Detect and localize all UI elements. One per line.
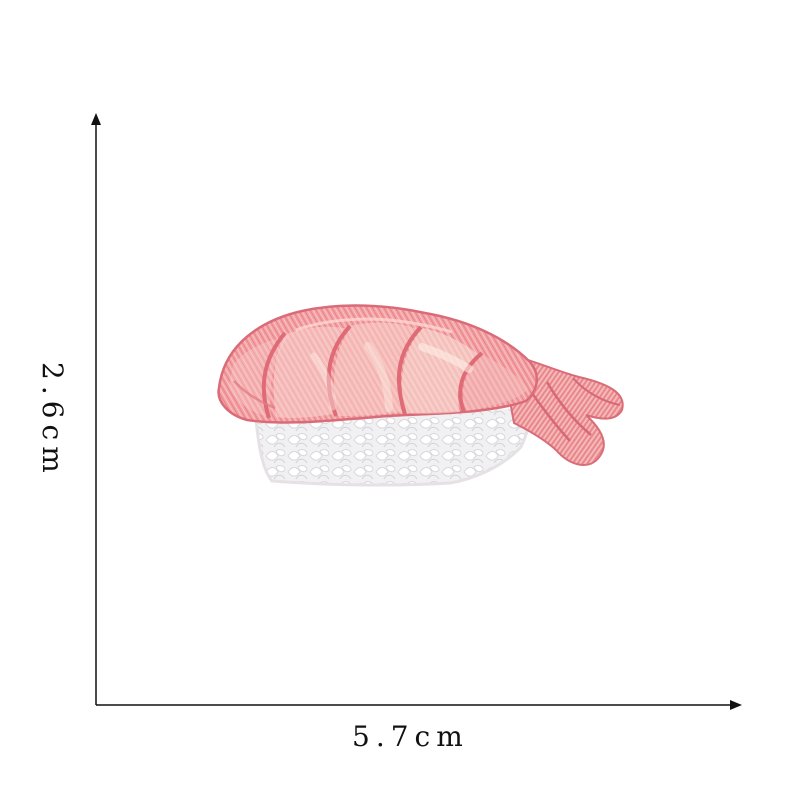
shrimp-body: [217, 304, 538, 424]
dimension-axes: [91, 113, 742, 710]
height-dimension-label: 2.6cm: [36, 362, 69, 479]
width-dimension-label: 5.7cm: [352, 720, 469, 753]
up-arrow-icon: [91, 113, 101, 125]
right-arrow-icon: [730, 700, 742, 710]
shrimp-sushi-patch: [217, 304, 624, 487]
